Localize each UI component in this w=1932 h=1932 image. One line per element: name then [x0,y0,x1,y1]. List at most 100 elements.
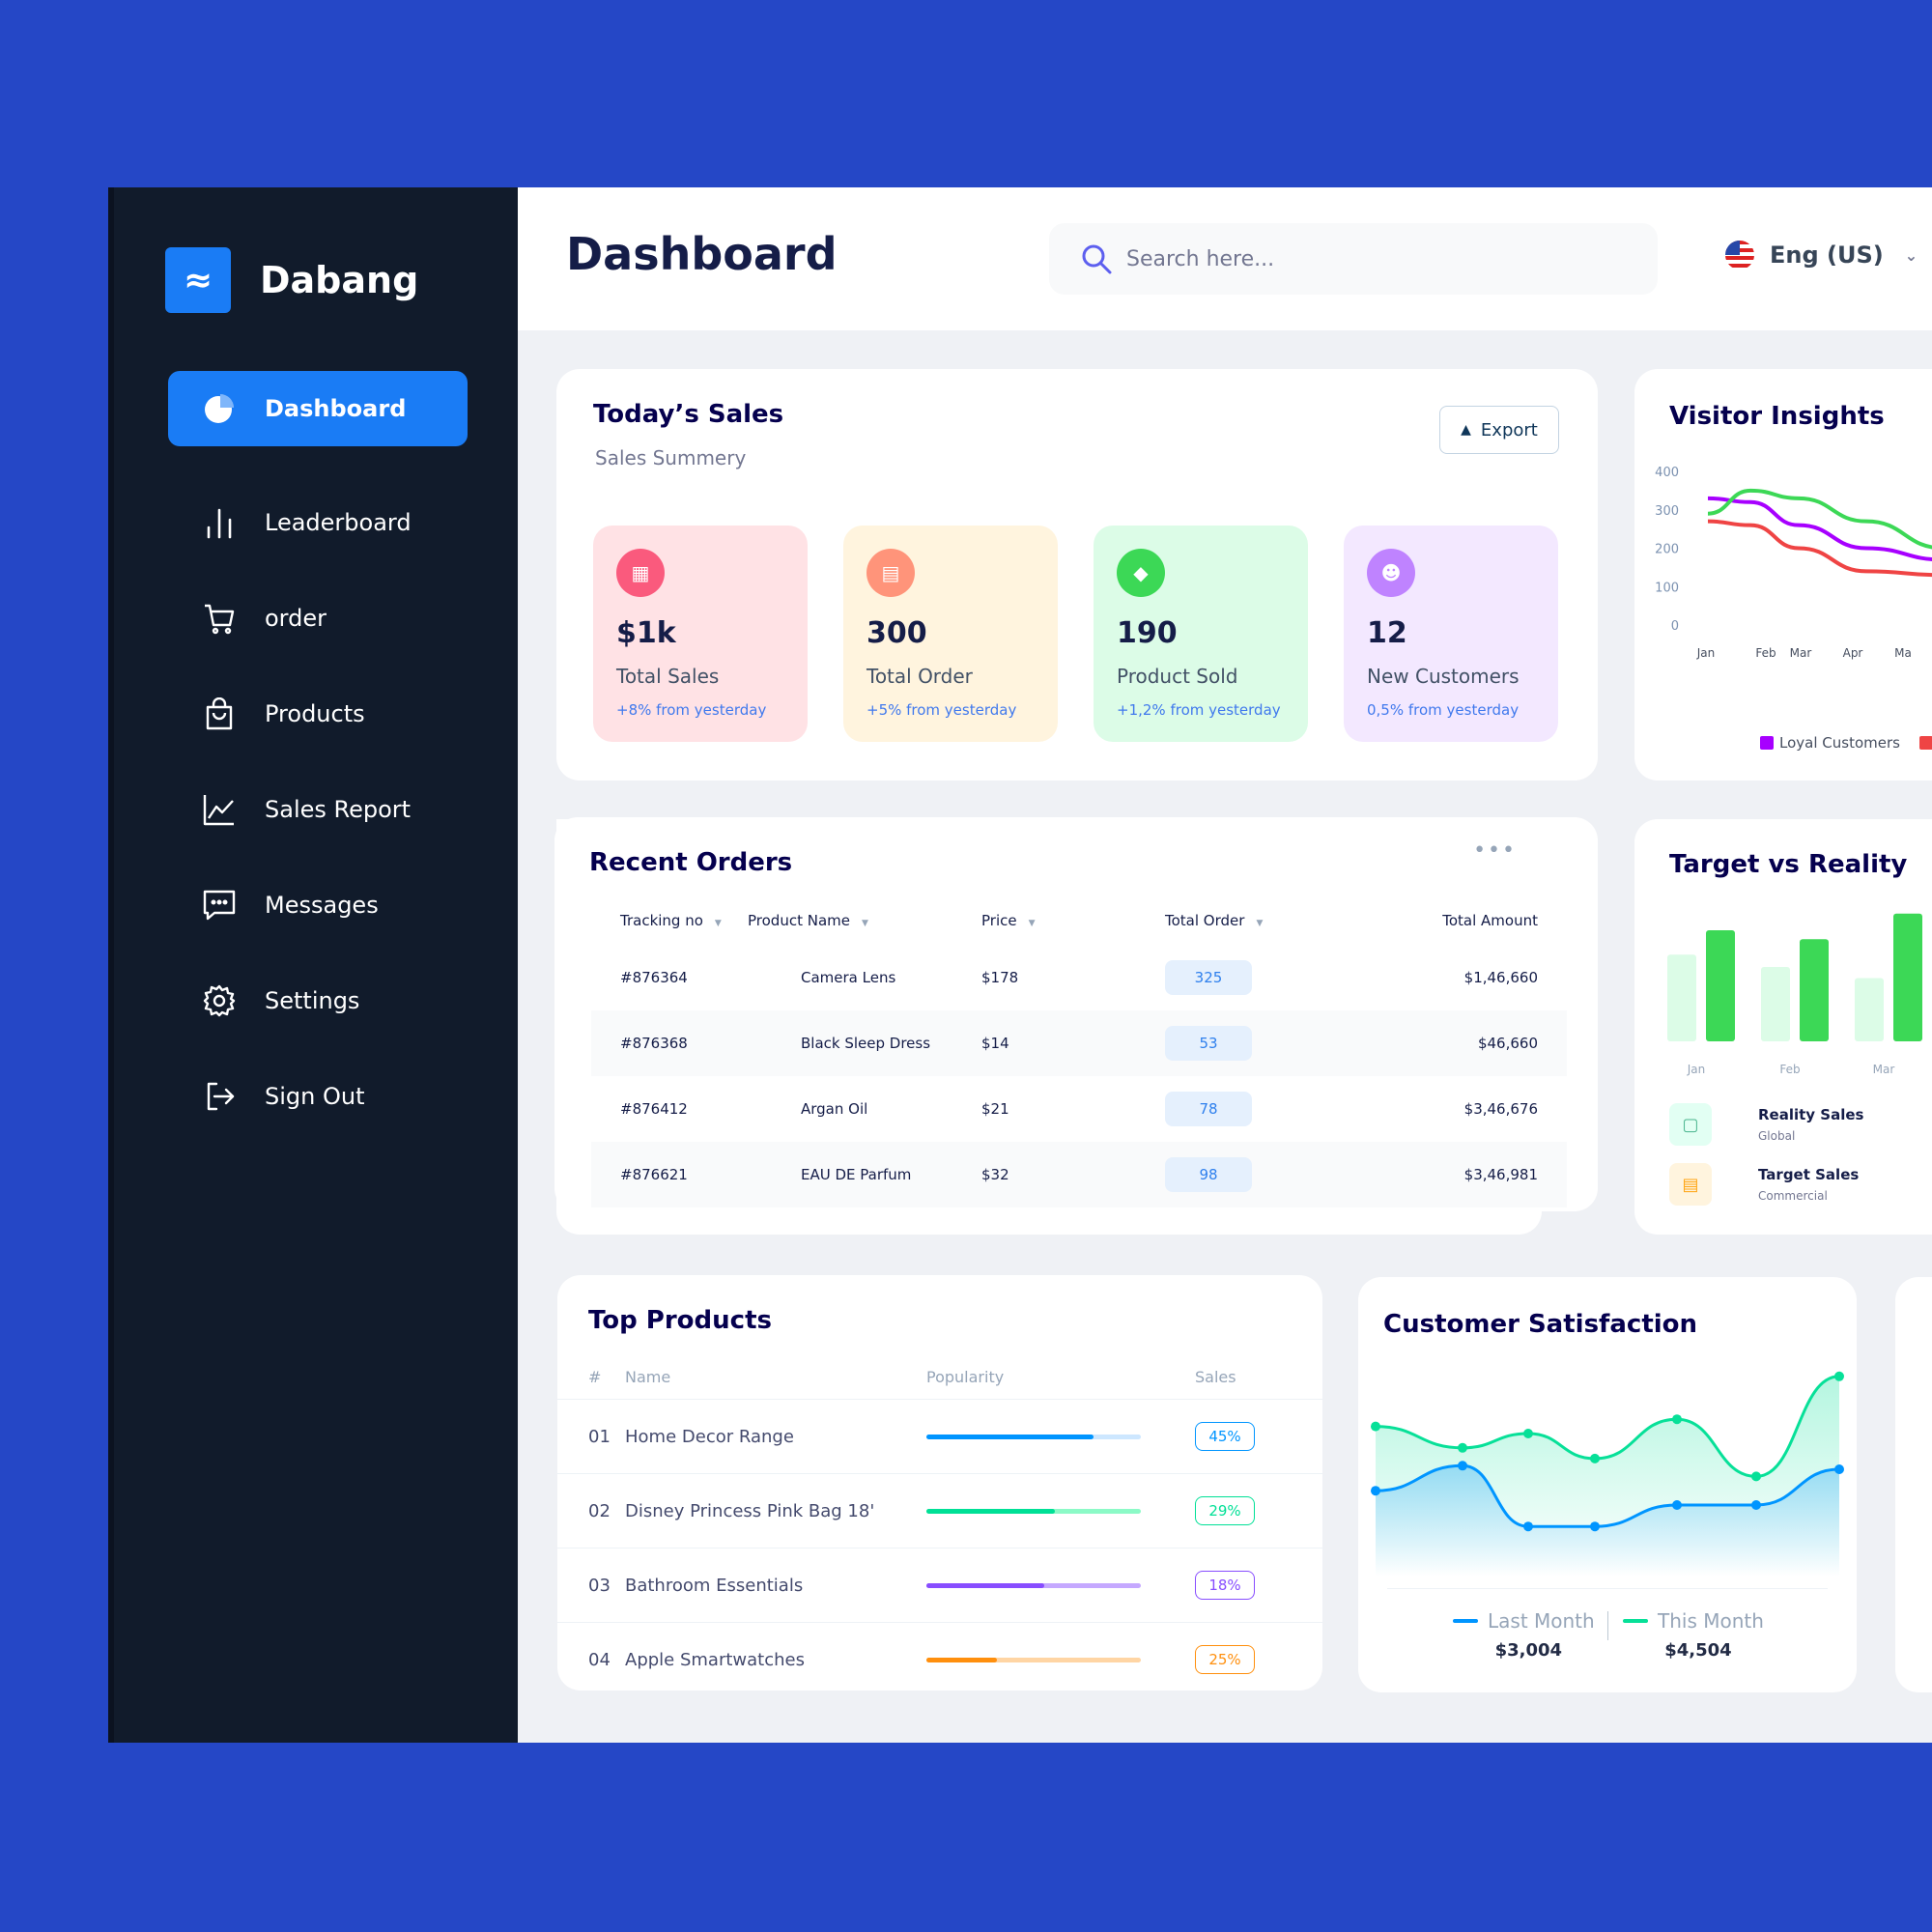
brand[interactable]: ≈ Dabang [165,247,418,313]
table-header-row: Tracking no ▼ Product Name ▼ Price ▼ Total … [591,896,1567,945]
column-header[interactable]: Tracking no ▼ [620,912,722,929]
line-legend-icon [1453,1619,1478,1623]
bag-icon: ▢ [1669,1103,1712,1146]
pie-chart-icon [203,392,236,425]
table-row[interactable]: #876368 Black Sleep Dress $14 53 $46,660 [591,1010,1567,1076]
popularity-bar-fill [926,1657,998,1662]
kpi-label: Total Sales [616,665,720,688]
kpi-label: New Customers [1367,665,1520,688]
app-window: ≈ Dabang Dashboard Leaderboard order [108,187,1932,1743]
table-row[interactable]: 01 Home Decor Range 45% [557,1399,1322,1474]
target-vs-reality-chart: Jan Feb Mar [1667,913,1922,1076]
kpi-card-total-sales[interactable]: ▦ $1k Total Sales +8% from yesterday [593,526,808,742]
sign-out-icon [203,1080,236,1113]
data-point [1672,1500,1682,1510]
language-selector[interactable]: Eng (US) ⌄ [1725,241,1918,270]
us-flag-icon [1725,241,1754,270]
product-rank: 01 [557,1399,624,1474]
legend-swatch [1918,736,1932,750]
legend-label: Target Sales [1758,1166,1860,1183]
sidebar-item-label: Messages [265,892,379,919]
table-header-row: # Name Popularity Sales [557,1354,1322,1400]
popularity-bar [926,1434,1141,1439]
table-row[interactable]: #876621 EAU DE Parfum $32 98 $3,46,981 [591,1142,1567,1208]
tracking-no: #876621 [591,1142,747,1208]
sidebar-item-label: Sales Report [265,796,412,823]
product-name: EAU DE Parfum [747,1142,980,1208]
more-options-icon[interactable]: ••• [1473,838,1517,863]
search-input[interactable] [1124,245,1631,272]
visitor-legend: Loyal Customers [1760,734,1932,752]
sidebar-item-leaderboard[interactable]: Leaderboard [168,485,468,560]
sidebar-item-label: Settings [265,987,360,1014]
reality-sales-legend: ▢ Reality Sales Global [1669,1103,1863,1146]
chart-icon: ▦ [616,549,665,597]
total-amount: $3,46,676 [1463,1100,1538,1118]
legend-sub: Global [1758,1129,1796,1143]
export-label: Export [1480,419,1538,440]
product-name: Bathroom Essentials [624,1548,925,1623]
kpi-value: 12 [1367,616,1407,650]
sidebar-item-products[interactable]: Products [168,676,468,752]
target-vs-reality-title: Target vs Reality [1669,850,1908,879]
x-tick-label: Feb [1755,646,1776,660]
tag-icon: ◆ [1117,549,1165,597]
kpi-card-new-customers[interactable]: ☻ 12 New Customers 0,5% from yesterday [1344,526,1558,742]
table-row[interactable]: #876364 Camera Lens $178 325 $1,46,660 [591,945,1567,1010]
column-header[interactable]: Product Name ▼ [748,912,868,929]
column-header: Name [625,1367,671,1386]
popularity-bar-fill [926,1434,1094,1439]
sidebar-item-sales-report[interactable]: Sales Report [168,772,468,847]
kpi-label: Total Order [867,665,973,688]
upload-icon: ▲ [1461,422,1471,438]
sort-caret-icon: ▼ [861,919,868,928]
sidebar-item-order[interactable]: order [168,581,468,656]
kpi-change: +5% from yesterday [867,701,1017,719]
sidebar-item-messages[interactable]: Messages [168,867,468,943]
table-row[interactable]: 04 Apple Smartwatches 25% [557,1622,1322,1696]
kpi-card-total-order[interactable]: ▤ 300 Total Order +5% from yesterday [843,526,1058,742]
kpi-card-product-sold[interactable]: ◆ 190 Product Sold +1,2% from yesterday [1094,526,1308,742]
data-point [1371,1421,1380,1432]
column-header[interactable]: Total Order ▼ [1165,912,1264,929]
total-amount: $1,46,660 [1463,969,1538,986]
price: $21 [981,1100,1009,1118]
sidebar: ≈ Dabang Dashboard Leaderboard order [108,187,518,1743]
brand-name: Dabang [260,259,419,301]
table-row[interactable]: #876412 Argan Oil $21 78 $3,46,676 [591,1076,1567,1142]
brand-logo-icon: ≈ [165,247,231,313]
column-header: # [588,1367,602,1386]
divider [1387,1588,1828,1589]
kpi-change: +1,2% from yesterday [1117,701,1281,719]
column-header: Sales [1195,1367,1236,1386]
sidebar-item-dashboard[interactable]: Dashboard [168,371,468,446]
x-tick-label: Ma [1894,646,1912,660]
legend-swatch [1760,736,1774,750]
column-header: Popularity [926,1367,1005,1386]
target-vs-reality-card: Target vs Reality Jan Feb Mar ▢ Reality Sa… [1634,819,1932,1235]
price: $178 [981,969,1019,986]
data-point [1458,1461,1467,1471]
y-tick-label: 100 [1655,581,1679,595]
x-tick-label: Mar [1873,1063,1895,1076]
x-tick-label: Jan [1687,1063,1706,1076]
search-box[interactable] [1049,223,1658,295]
visitor-insights-title: Visitor Insights [1669,402,1885,431]
top-bar: Dashboard Eng (US) ⌄ [518,187,1932,330]
ticket-icon: ▤ [1669,1163,1712,1206]
sidebar-item-sign-out[interactable]: Sign Out [168,1059,468,1134]
product-name: Argan Oil [801,1100,868,1118]
x-tick-label: Mar [1790,646,1812,660]
popularity-bar [926,1508,1141,1514]
data-point [1751,1500,1761,1510]
main-content: Dashboard Eng (US) ⌄ Today’s Sales Sales… [518,187,1932,1743]
export-button[interactable]: ▲ Export [1439,406,1559,454]
language-label: Eng (US) [1770,242,1884,269]
sales-percent-badge: 45% [1195,1422,1255,1451]
table-row[interactable]: 03 Bathroom Essentials 18% [557,1548,1322,1623]
sidebar-nav: Dashboard Leaderboard order Products [168,371,468,1154]
sidebar-item-settings[interactable]: Settings [168,963,468,1038]
customer-satisfaction-title: Customer Satisfaction [1383,1310,1698,1339]
table-row[interactable]: 02 Disney Princess Pink Bag 18' 29% [557,1473,1322,1548]
column-header[interactable]: Price ▼ [981,912,1036,929]
